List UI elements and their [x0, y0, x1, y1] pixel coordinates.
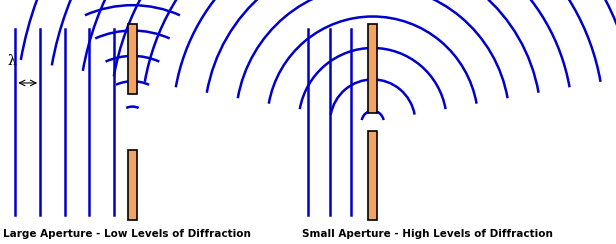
Bar	[128, 24, 137, 94]
Bar	[368, 131, 377, 220]
Bar	[368, 24, 377, 113]
Text: Small Aperture - High Levels of Diffraction: Small Aperture - High Levels of Diffract…	[302, 229, 553, 239]
Text: Large Aperture - Low Levels of Diffraction: Large Aperture - Low Levels of Diffracti…	[3, 229, 251, 239]
Bar	[128, 150, 137, 220]
Text: λ: λ	[7, 54, 16, 68]
